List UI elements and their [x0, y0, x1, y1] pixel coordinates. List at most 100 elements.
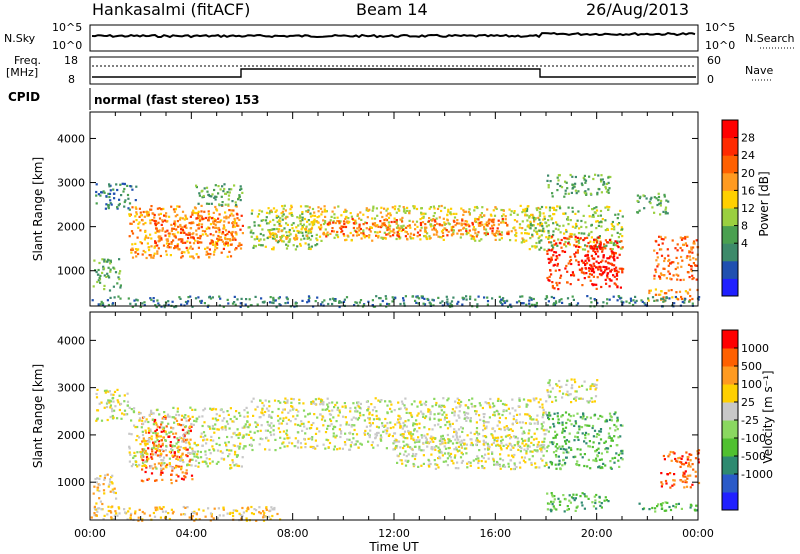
- echo-cell: [595, 260, 598, 263]
- echo-cell: [250, 212, 253, 215]
- echo-cell: [474, 298, 477, 301]
- echo-cell: [108, 192, 112, 195]
- echo-cell: [307, 437, 310, 440]
- echo-cell: [441, 224, 444, 227]
- echo-cell: [144, 236, 147, 239]
- echo-cell: [191, 415, 194, 418]
- echo-cell: [562, 458, 565, 461]
- echo-cell: [345, 238, 348, 241]
- echo-cell: [656, 203, 659, 207]
- echo-cell: [226, 435, 229, 439]
- echo-cell: [592, 177, 595, 181]
- echo-cell: [478, 239, 481, 242]
- echo-cell: [491, 218, 495, 221]
- echo-cell: [553, 251, 556, 254]
- echo-cell: [453, 414, 456, 417]
- echo-cell: [426, 232, 429, 235]
- echo-cell: [596, 276, 599, 279]
- echo-cell: [257, 224, 260, 227]
- echo-cell: [476, 440, 479, 444]
- echo-cell: [173, 210, 176, 213]
- echo-cell: [546, 446, 549, 449]
- echo-cell: [379, 434, 382, 437]
- echo-cell: [192, 423, 195, 426]
- echo-cell: [185, 448, 188, 451]
- echo-cell: [199, 435, 202, 438]
- echo-cell: [107, 192, 110, 195]
- echo-cell: [419, 218, 422, 221]
- echo-cell: [374, 397, 377, 400]
- echo-cell: [197, 461, 201, 465]
- echo-cell: [180, 424, 183, 427]
- echo-cell: [326, 234, 330, 237]
- echo-cell: [524, 413, 527, 416]
- echo-cell: [338, 300, 341, 303]
- echo-cell: [488, 416, 491, 419]
- echo-cell: [465, 416, 469, 419]
- echo-cell: [299, 220, 302, 223]
- echo-cell: [278, 222, 281, 226]
- freq-tick-bottom: 8: [68, 73, 75, 86]
- echo-cell: [552, 451, 556, 454]
- echo-cell: [596, 247, 599, 251]
- echo-cell: [288, 212, 291, 215]
- echo-cell: [604, 496, 607, 499]
- echo-cell: [196, 216, 200, 220]
- echo-cell: [183, 225, 186, 228]
- echo-cell: [687, 263, 691, 266]
- echo-cell: [538, 405, 541, 409]
- echo-cell: [420, 295, 423, 298]
- echo-cell: [141, 430, 144, 433]
- echo-cell: [547, 229, 550, 233]
- echo-cell: [148, 249, 151, 252]
- echo-cell: [556, 412, 559, 415]
- echo-cell: [684, 237, 687, 240]
- echo-cell: [581, 284, 584, 287]
- echo-cell: [229, 239, 232, 242]
- echo-cell: [587, 241, 590, 245]
- echo-cell: [451, 408, 454, 411]
- echo-cell: [403, 302, 406, 305]
- echo-cell: [162, 207, 165, 210]
- echo-cell: [433, 207, 436, 210]
- echo-cell: [371, 217, 374, 220]
- echo-cell: [542, 413, 545, 416]
- echo-cell: [600, 225, 603, 228]
- echo-cell: [545, 450, 548, 453]
- echo-cell: [395, 222, 398, 225]
- echo-cell: [140, 242, 143, 245]
- echo-cell: [339, 435, 342, 439]
- echo-cell: [593, 495, 596, 498]
- echo-cell: [359, 299, 363, 302]
- echo-cell: [139, 305, 142, 308]
- echo-cell: [324, 220, 327, 223]
- echo-cell: [279, 304, 282, 307]
- echo-cell: [539, 207, 542, 211]
- echo-cell: [136, 249, 139, 252]
- echo-cell: [648, 289, 651, 292]
- echo-cell: [245, 433, 248, 436]
- echo-cell: [164, 449, 167, 452]
- echo-cell: [108, 276, 111, 279]
- echo-cell: [154, 241, 157, 244]
- power-heatmap: [91, 173, 701, 309]
- echo-cell: [296, 245, 299, 248]
- echo-cell: [310, 226, 314, 229]
- echo-cell: [417, 302, 420, 305]
- echo-cell: [408, 224, 411, 227]
- echo-cell: [675, 297, 678, 300]
- echo-cell: [662, 238, 665, 241]
- echo-cell: [482, 416, 486, 419]
- echo-cell: [536, 449, 539, 452]
- echo-cell: [175, 464, 178, 467]
- echo-cell: [322, 443, 325, 446]
- echo-cell: [402, 210, 406, 213]
- echo-cell: [336, 220, 339, 223]
- echo-cell: [404, 420, 407, 423]
- echo-cell: [678, 290, 682, 293]
- echo-cell: [533, 432, 536, 435]
- echo-cell: [207, 219, 210, 222]
- echo-cell: [609, 444, 612, 448]
- echo-cell: [98, 489, 101, 493]
- echo-cell: [215, 442, 218, 445]
